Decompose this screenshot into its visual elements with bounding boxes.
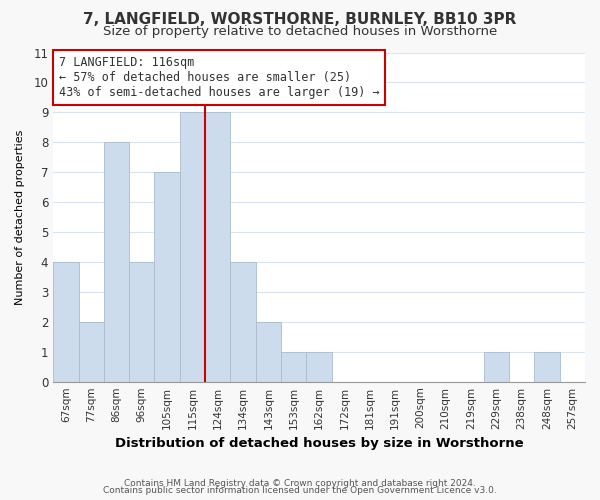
Bar <box>79 322 104 382</box>
Bar <box>53 262 79 382</box>
Bar <box>230 262 256 382</box>
Bar <box>180 112 205 382</box>
Bar <box>256 322 281 382</box>
Text: Contains public sector information licensed under the Open Government Licence v3: Contains public sector information licen… <box>103 486 497 495</box>
Bar <box>104 142 129 382</box>
Y-axis label: Number of detached properties: Number of detached properties <box>15 130 25 305</box>
Bar <box>484 352 509 382</box>
X-axis label: Distribution of detached houses by size in Worsthorne: Distribution of detached houses by size … <box>115 437 523 450</box>
Text: 7 LANGFIELD: 116sqm
← 57% of detached houses are smaller (25)
43% of semi-detach: 7 LANGFIELD: 116sqm ← 57% of detached ho… <box>59 56 379 99</box>
Text: 7, LANGFIELD, WORSTHORNE, BURNLEY, BB10 3PR: 7, LANGFIELD, WORSTHORNE, BURNLEY, BB10 … <box>83 12 517 28</box>
Bar <box>205 112 230 382</box>
Bar <box>307 352 332 382</box>
Bar <box>281 352 307 382</box>
Bar <box>535 352 560 382</box>
Bar <box>129 262 154 382</box>
Text: Contains HM Land Registry data © Crown copyright and database right 2024.: Contains HM Land Registry data © Crown c… <box>124 478 476 488</box>
Bar <box>154 172 180 382</box>
Text: Size of property relative to detached houses in Worsthorne: Size of property relative to detached ho… <box>103 25 497 38</box>
